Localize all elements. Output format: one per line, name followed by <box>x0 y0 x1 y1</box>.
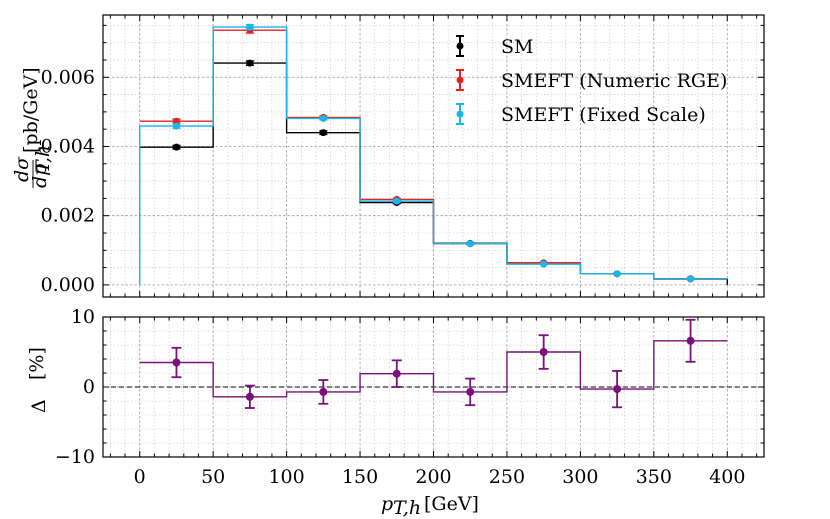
legend-marker <box>456 42 464 50</box>
legend-label: SMEFT (Fixed Scale) <box>501 104 706 126</box>
bottom-ytick-label: 10 <box>71 306 95 328</box>
bottom-xtick-label: 350 <box>636 466 672 488</box>
data-point <box>613 385 622 394</box>
ylabel-subscript: T,h <box>32 145 54 173</box>
legend-label: SMEFT (Numeric RGE) <box>501 70 727 92</box>
bottom-xtick-label: 0 <box>134 466 146 488</box>
legend-entry: SM <box>456 35 533 58</box>
data-point <box>393 197 401 205</box>
top-grid <box>103 15 764 297</box>
ylabel-unit: [pb/GeV] <box>20 67 42 153</box>
top-ytick-label: 0.000 <box>41 274 95 296</box>
legend-entry: SMEFT (Fixed Scale) <box>456 103 706 126</box>
top-y-axis-label: dσ dp T,h [pb/GeV] <box>11 67 54 188</box>
bottom-xtick-label: 200 <box>415 466 451 488</box>
data-point <box>319 114 327 122</box>
bottom-xtick-label: 400 <box>709 466 745 488</box>
xlabel-unit: [GeV] <box>424 493 479 515</box>
top-ticks: 0.000 0.002 0.004 0.006 <box>41 15 764 297</box>
data-point <box>539 348 548 356</box>
data-point <box>540 260 548 268</box>
top-ytick-label: 0.006 <box>41 66 95 88</box>
bottom-xtick-label: 150 <box>342 466 378 488</box>
data-point <box>319 129 327 137</box>
data-point <box>392 369 401 378</box>
data-point <box>172 358 181 367</box>
data-point <box>246 23 254 31</box>
data-point <box>172 117 180 125</box>
bottom-ytick-label: −10 <box>55 446 95 468</box>
data-point <box>687 275 695 283</box>
legend-marker <box>456 110 464 118</box>
data-point <box>246 59 254 67</box>
legend-label: SM <box>501 36 533 58</box>
bottom-xtick-label: 50 <box>201 466 225 488</box>
series-smeft-fixed-scale- <box>139 23 728 285</box>
data-point <box>466 387 475 396</box>
step-line <box>139 26 728 285</box>
data-point <box>172 122 180 130</box>
legend-entry: SMEFT (Numeric RGE) <box>456 69 727 92</box>
x-axis-label: p T,h [GeV] <box>381 493 479 519</box>
data-point <box>466 240 474 248</box>
ylabel-delta: Δ <box>28 399 50 413</box>
data-point <box>613 270 621 278</box>
ylabel-percent: [%] <box>26 347 48 380</box>
legend: SM SMEFT (Numeric RGE) SMEFT (Fixed Scale) <box>456 35 727 126</box>
data-point <box>172 143 180 151</box>
data-point <box>319 387 328 396</box>
bottom-series <box>139 318 728 409</box>
data-point <box>686 336 695 345</box>
bottom-xtick-label: 250 <box>489 466 525 488</box>
top-series <box>139 23 728 285</box>
xlabel-main: p <box>381 493 393 515</box>
xlabel-subscript: T,h <box>393 497 421 519</box>
legend-marker <box>456 76 464 84</box>
series-delta <box>139 318 728 409</box>
ylabel-numerator: dσ <box>11 156 33 182</box>
bottom-xtick-label: 100 <box>268 466 304 488</box>
bottom-ytick-label: 0 <box>83 376 95 398</box>
top-ytick-label: 0.004 <box>41 135 95 157</box>
top-ytick-label: 0.002 <box>41 205 95 227</box>
bottom-xtick-label: 300 <box>562 466 598 488</box>
bottom-y-axis-label: Δ [%] <box>26 347 50 413</box>
ylabel-denominator: dp <box>29 164 51 188</box>
top-panel: 0.000 0.002 0.004 0.006 SM SMEFT (Numeric RG… <box>11 14 765 298</box>
data-point <box>245 392 254 401</box>
